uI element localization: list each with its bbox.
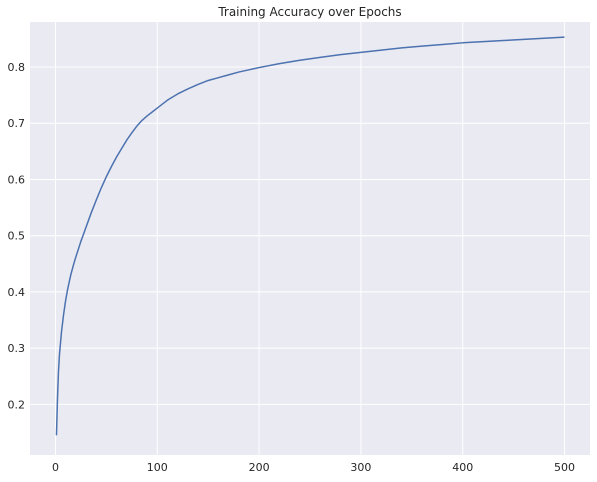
series-layer bbox=[55, 36, 565, 436]
plot-area bbox=[30, 22, 590, 455]
y-tick-label: 0.5 bbox=[8, 230, 26, 243]
y-tick-label: 0.4 bbox=[8, 286, 26, 299]
grid-lines bbox=[30, 22, 590, 455]
series-line-accuracy bbox=[55, 36, 565, 436]
x-tick-label: 100 bbox=[147, 461, 168, 474]
chart-title: Training Accuracy over Epochs bbox=[217, 5, 401, 19]
x-tick-label: 400 bbox=[452, 461, 473, 474]
y-tick-label: 0.2 bbox=[8, 398, 26, 411]
y-tick-label: 0.3 bbox=[8, 342, 26, 355]
y-axis-ticks: 0.2 0.3 0.4 0.5 0.6 0.7 0.8 bbox=[8, 61, 26, 411]
x-tick-label: 500 bbox=[554, 461, 575, 474]
y-tick-label: 0.8 bbox=[8, 61, 26, 74]
y-tick-label: 0.6 bbox=[8, 173, 26, 186]
y-tick-label: 0.7 bbox=[8, 117, 26, 130]
x-tick-label: 300 bbox=[350, 461, 371, 474]
x-axis-ticks: 0 100 200 300 400 500 bbox=[52, 461, 575, 474]
x-tick-label: 0 bbox=[52, 461, 59, 474]
x-tick-label: 200 bbox=[249, 461, 270, 474]
